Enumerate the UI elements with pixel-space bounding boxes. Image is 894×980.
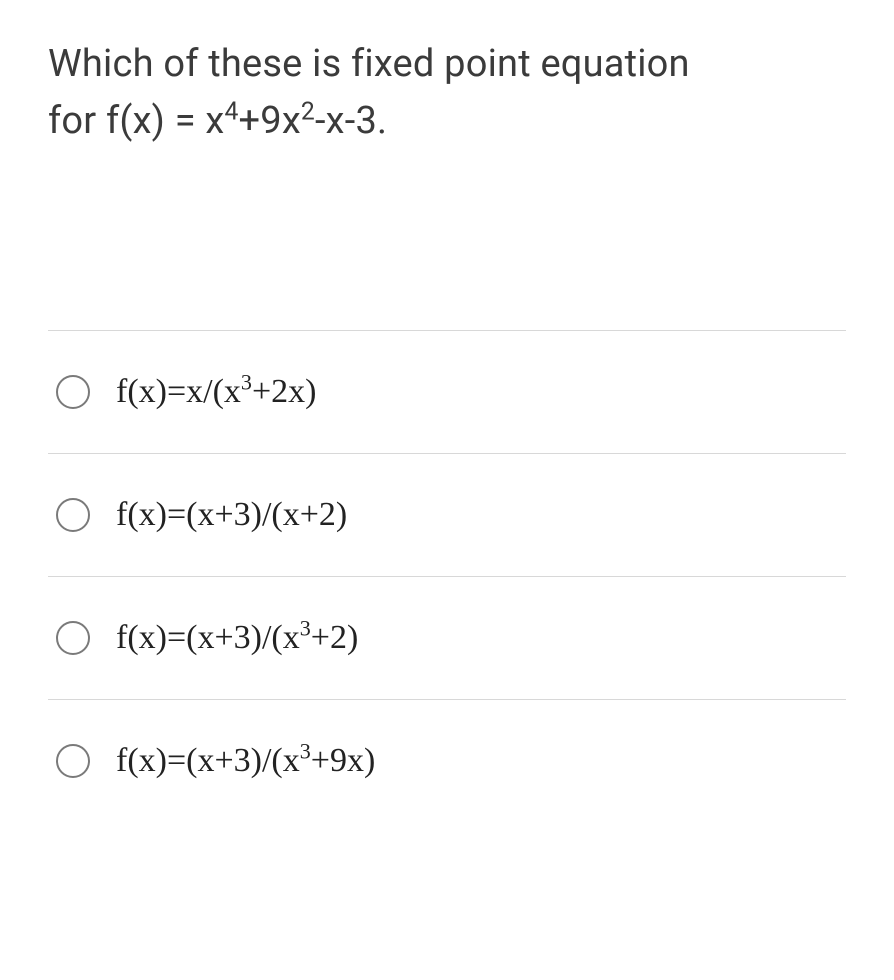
option-row-2[interactable]: f(x)=(x+3)/(x+2) <box>48 453 846 576</box>
question-sup2: 2 <box>301 97 315 126</box>
question-sup1: 4 <box>224 97 238 126</box>
radio-icon[interactable] <box>56 744 90 778</box>
question-line2-mid1: +9x <box>239 99 301 143</box>
option-3-suffix: +2) <box>311 619 359 656</box>
radio-icon[interactable] <box>56 375 90 409</box>
option-text-1: f(x)=x/(x3+2x) <box>116 373 316 411</box>
question-text: Which of these is fixed point equation f… <box>48 36 846 150</box>
option-4-prefix: f(x)=(x+3)/(x <box>116 742 300 779</box>
option-2-prefix: f(x)=(x+3)/(x+2) <box>116 496 347 533</box>
option-row-3[interactable]: f(x)=(x+3)/(x3+2) <box>48 576 846 699</box>
option-4-suffix: +9x) <box>311 742 376 779</box>
options-container: f(x)=x/(x3+2x) f(x)=(x+3)/(x+2) f(x)=(x+… <box>48 330 846 822</box>
option-1-prefix: f(x)=x/(x <box>116 373 241 410</box>
option-row-4[interactable]: f(x)=(x+3)/(x3+9x) <box>48 699 846 822</box>
option-1-suffix: +2x) <box>252 373 317 410</box>
option-text-2: f(x)=(x+3)/(x+2) <box>116 496 347 534</box>
option-text-4: f(x)=(x+3)/(x3+9x) <box>116 742 375 780</box>
option-3-sup: 3 <box>300 616 311 641</box>
option-3-prefix: f(x)=(x+3)/(x <box>116 619 300 656</box>
question-line1: Which of these is fixed point equation <box>48 42 690 86</box>
option-row-1[interactable]: f(x)=x/(x3+2x) <box>48 330 846 453</box>
radio-icon[interactable] <box>56 621 90 655</box>
question-line2-prefix: for f(x) = x <box>48 99 224 143</box>
option-1-sup: 3 <box>241 370 252 395</box>
radio-icon[interactable] <box>56 498 90 532</box>
option-text-3: f(x)=(x+3)/(x3+2) <box>116 619 358 657</box>
question-line2-suffix: -x-3. <box>315 99 387 143</box>
option-4-sup: 3 <box>300 739 311 764</box>
